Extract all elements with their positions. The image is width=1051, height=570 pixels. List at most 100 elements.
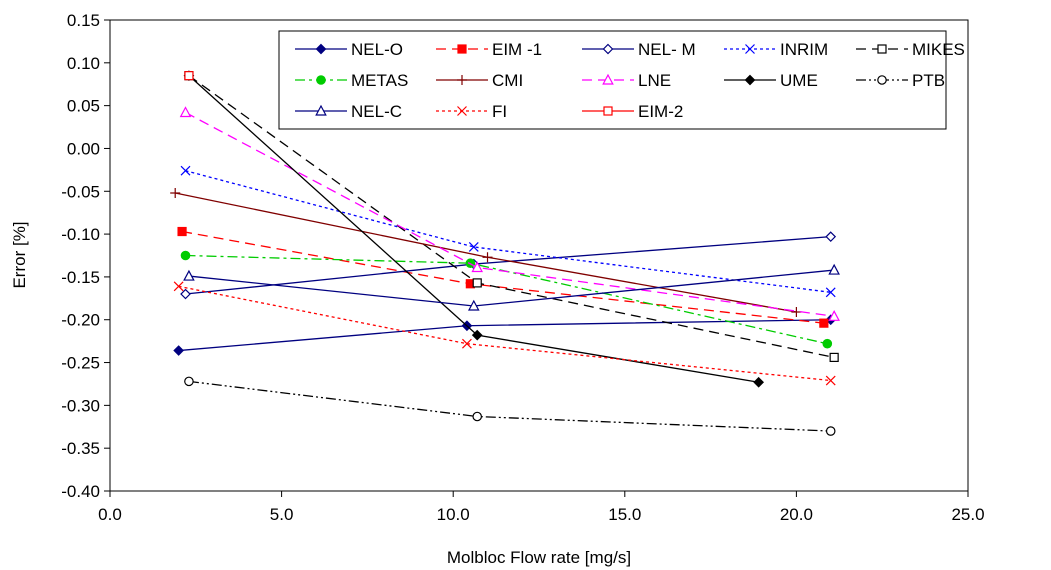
series-nel-c [183, 263, 840, 311]
data-point [472, 411, 483, 422]
legend-label: PTB [912, 71, 945, 90]
x-tick-label: 25.0 [951, 505, 984, 524]
data-point [825, 426, 836, 436]
data-point [462, 338, 472, 349]
data-point [471, 329, 483, 341]
legend: NEL-O EIM -1 NEL- M INRIM MIKES METAS CMI LNE UM… [278, 30, 965, 130]
data-point [183, 269, 195, 281]
data-point [177, 226, 187, 237]
legend-marker [603, 106, 613, 116]
y-tick-label: -0.20 [61, 311, 100, 330]
legend-label: METAS [351, 71, 408, 90]
legend-label: CMI [492, 71, 523, 90]
legend-item: NEL-O [295, 40, 403, 59]
data-point [828, 263, 840, 275]
data-point [825, 231, 837, 243]
legend-item: NEL-C [295, 102, 402, 121]
y-tick-label: -0.30 [61, 396, 100, 415]
legend-item: EIM-2 [582, 102, 683, 121]
y-tick-label: -0.25 [61, 354, 100, 373]
series-layer [170, 70, 840, 436]
legend-marker [602, 73, 614, 85]
y-tick-label: 0.10 [67, 54, 100, 73]
legend-item: CMI [436, 71, 523, 90]
data-point [829, 352, 839, 363]
x-tick-label: 0.0 [98, 505, 122, 524]
y-tick-label: 0.00 [67, 139, 100, 158]
legend-label: NEL-O [351, 40, 403, 59]
data-point [180, 250, 191, 261]
legend-label: LNE [638, 71, 671, 90]
legend-marker [877, 44, 887, 54]
x-tick-label: 20.0 [780, 505, 813, 524]
data-point [819, 318, 829, 328]
series-eim-2 [184, 71, 194, 81]
data-point [173, 281, 184, 292]
y-axis-label: Error [%] [10, 221, 29, 288]
legend-label: NEL- M [638, 40, 696, 59]
y-tick-label: -0.10 [61, 225, 100, 244]
legend-marker [457, 75, 467, 85]
data-point [825, 287, 836, 298]
series-ptb [184, 376, 836, 436]
legend-marker [316, 75, 326, 85]
series-fi [173, 281, 836, 386]
x-axis-label: Molbloc Flow rate [mg/s] [447, 548, 631, 567]
legend-item: FI [436, 102, 507, 121]
data-point [822, 338, 833, 349]
y-tick-label: -0.35 [61, 439, 100, 458]
data-point [471, 261, 484, 273]
data-point [472, 278, 482, 288]
x-tick-label: 5.0 [270, 505, 294, 524]
legend-marker [315, 43, 327, 55]
data-point [180, 165, 191, 176]
x-tick-label: 15.0 [608, 505, 641, 524]
legend-item: LNE [582, 71, 671, 90]
data-point [179, 106, 192, 118]
data-point [791, 307, 802, 318]
data-point [170, 187, 181, 198]
series-inrim [180, 165, 836, 298]
data-point [467, 299, 480, 311]
legend-item: NEL- M [582, 40, 696, 59]
legend-item: UME [724, 71, 818, 90]
y-tick-label: -0.40 [61, 482, 100, 501]
legend-item: EIM -1 [436, 40, 542, 59]
legend-label: UME [780, 71, 818, 90]
legend-label: FI [492, 102, 507, 121]
series-lne [179, 106, 840, 321]
y-tick-label: -0.05 [61, 182, 100, 201]
legend-item: PTB [856, 71, 945, 90]
data-point [482, 252, 493, 263]
legend-label: NEL-C [351, 102, 402, 121]
data-point [468, 242, 479, 252]
legend-marker [457, 44, 467, 54]
x-axis: 0.0 5.0 10.0 15.0 20.0 25.0 [98, 491, 985, 524]
series-line [185, 254, 828, 345]
legend-marker [744, 74, 756, 86]
y-tick-label: -0.15 [61, 268, 100, 287]
data-point [180, 288, 191, 300]
data-point [825, 375, 836, 386]
data-point [184, 376, 194, 387]
legend-label: MIKES [912, 40, 965, 59]
series-line [178, 285, 831, 382]
legend-marker [745, 44, 755, 54]
legend-item: INRIM [724, 40, 828, 59]
y-tick-label: 0.05 [67, 97, 100, 116]
legend-label: INRIM [780, 40, 828, 59]
legend-item: MIKES [856, 40, 965, 59]
legend-marker [457, 106, 467, 116]
legend-marker [602, 43, 614, 55]
legend-label: EIM -1 [492, 40, 542, 59]
data-point [173, 345, 184, 356]
y-tick-label: 0.15 [67, 11, 100, 30]
x-tick-label: 10.0 [437, 505, 470, 524]
data-point [828, 310, 840, 321]
legend-marker [877, 75, 887, 85]
legend-label: EIM-2 [638, 102, 683, 121]
data-point [184, 71, 194, 81]
data-point [753, 376, 764, 388]
legend-item: METAS [295, 71, 408, 90]
